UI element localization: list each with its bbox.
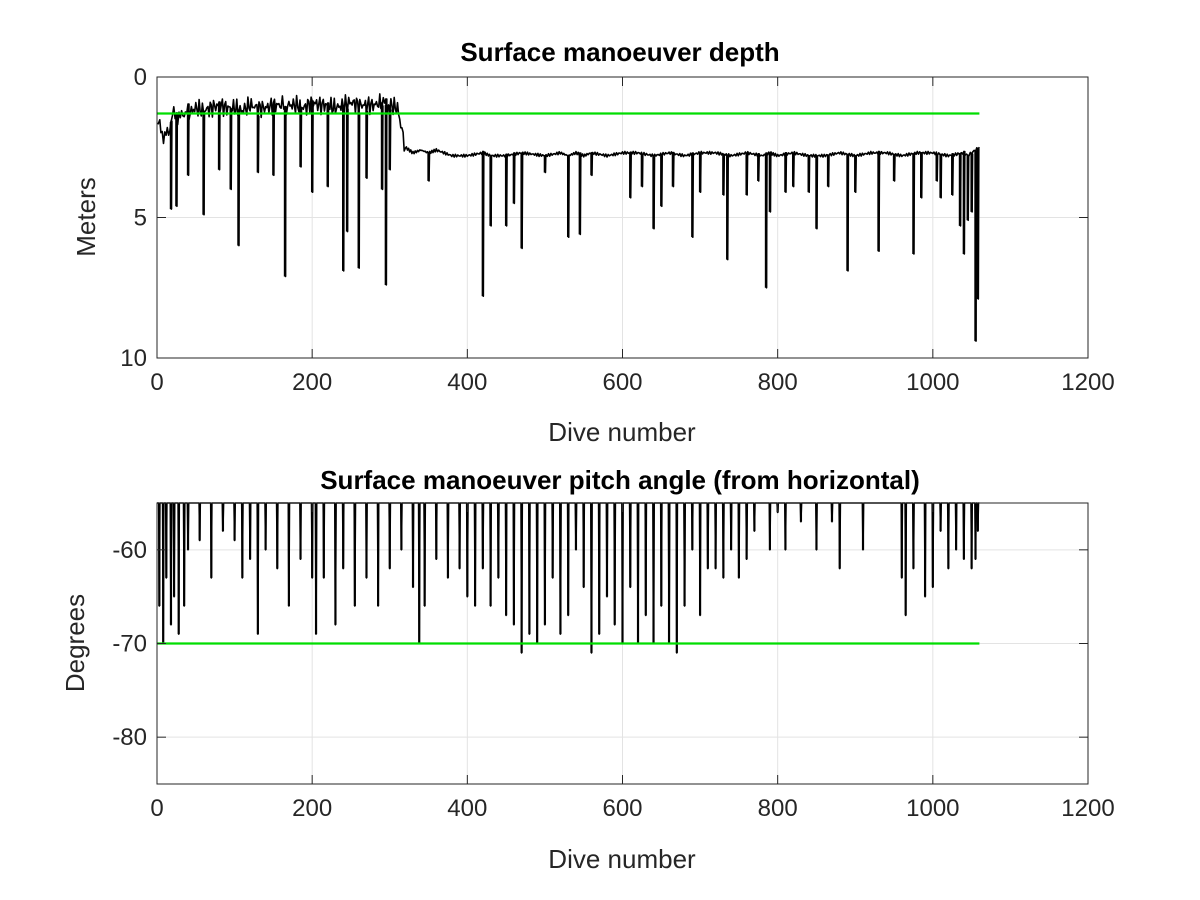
depth-y-tick-label: 0 [134,64,147,91]
depth-x-ticks: 0 200 400 600 800 1000 1200 [150,77,1115,396]
depth-y-axis-label: Meters [71,177,101,256]
pitch-y-axis-label: Degrees [60,594,90,692]
pitch-y-tick-label: -80 [112,724,147,751]
depth-axes: Surface manoeuver depth 0 200 400 600 800 100… [71,37,1115,447]
pitch-x-tick-label: 800 [758,795,798,822]
depth-x-tick-label: 400 [447,369,487,396]
depth-y-ticks: 0 5 10 [120,64,1088,372]
depth-series [157,93,981,342]
depth-x-tick-label: 1000 [906,369,959,396]
pitch-x-tick-label: 0 [150,795,163,822]
depth-y-tick-label: 10 [120,345,147,372]
pitch-x-tick-label: 600 [602,795,642,822]
pitch-axes: Surface manoeuver pitch angle (from hori… [60,465,1115,874]
pitch-y-tick-label: -70 [112,631,147,658]
pitch-x-tick-label: 1200 [1061,795,1114,822]
pitch-y-tick-label: -60 [112,537,147,564]
pitch-x-axis-label: Dive number [548,844,696,874]
depth-x-tick-label: 800 [758,369,798,396]
pitch-x-tick-label: 200 [292,795,332,822]
pitch-series [157,502,980,654]
depth-series-line [157,93,981,342]
pitch-x-tick-label: 400 [447,795,487,822]
pitch-y-ticks: -60 -70 -80 [112,537,1088,751]
pitch-chart-title: Surface manoeuver pitch angle (from hori… [320,465,920,495]
depth-chart-title: Surface manoeuver depth [460,37,779,67]
depth-x-tick-label: 600 [602,369,642,396]
depth-x-tick-label: 200 [292,369,332,396]
depth-y-tick-label: 5 [134,205,147,232]
depth-x-tick-label: 0 [150,369,163,396]
pitch-x-tick-label: 1000 [906,795,959,822]
pitch-x-ticks: 0 200 400 600 800 1000 1200 [150,503,1115,822]
depth-x-axis-label: Dive number [548,417,696,447]
depth-x-tick-label: 1200 [1061,369,1114,396]
